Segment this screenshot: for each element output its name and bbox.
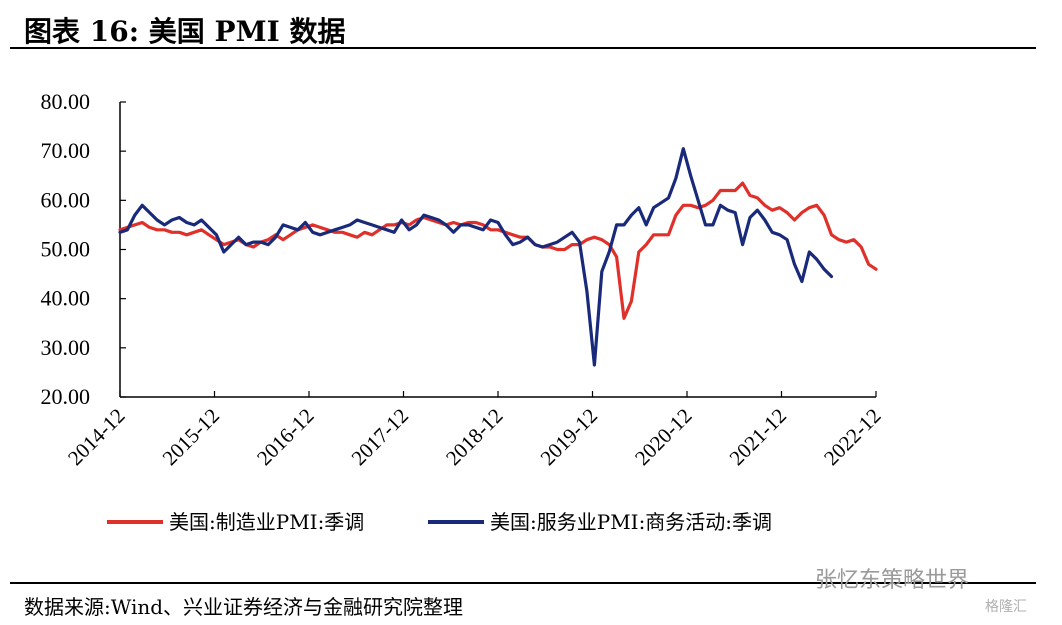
watermark-logo: 张忆东策略世界 (815, 568, 970, 593)
y-tick-label: 50.00 (41, 237, 91, 262)
watermark-small: 格隆汇 (985, 599, 1027, 615)
x-tick-label: 2020-12 (630, 404, 696, 470)
chart-series-lines (118, 147, 878, 367)
chart-legend: 美国:制造业PMI:季调 美国:服务业PMI:商务活动:季调 (107, 510, 772, 534)
page-title: 图表 16: 美国 PMI 数据 (24, 15, 346, 48)
series-line-manufacturing (118, 181, 878, 320)
x-tick-label: 2021-12 (725, 404, 791, 470)
chart-axes: 20.00 30.00 40.00 50.00 60.00 70.00 80.00 2014-… (41, 89, 886, 470)
y-tick-label: 60.00 (41, 187, 91, 212)
y-tick-label: 30.00 (41, 335, 91, 360)
y-tick-label: 40.00 (41, 286, 91, 311)
x-tick-label: 2015-12 (158, 404, 224, 470)
x-tick-label: 2017-12 (347, 404, 413, 470)
y-tick-label: 20.00 (41, 384, 91, 409)
y-tick-label: 70.00 (41, 138, 91, 163)
series-line-services (118, 147, 834, 367)
pmi-line-chart: 20.00 30.00 40.00 50.00 60.00 70.00 80.00 2014-… (41, 89, 886, 534)
x-tick-label: 2016-12 (252, 404, 318, 470)
x-tick-label: 2019-12 (536, 404, 602, 470)
title-divider (10, 47, 1036, 49)
legend-label: 美国:制造业PMI:季调 (169, 510, 364, 534)
source-note: 数据来源:Wind、兴业证券经济与金融研究院整理 (24, 595, 464, 619)
y-tick-label: 80.00 (41, 89, 91, 114)
x-tick-label: 2018-12 (441, 404, 507, 470)
footer-divider (10, 582, 1036, 584)
x-tick-label: 2014-12 (63, 404, 129, 470)
legend-label: 美国:服务业PMI:商务活动:季调 (490, 510, 772, 534)
x-tick-label: 2022-12 (819, 404, 885, 470)
